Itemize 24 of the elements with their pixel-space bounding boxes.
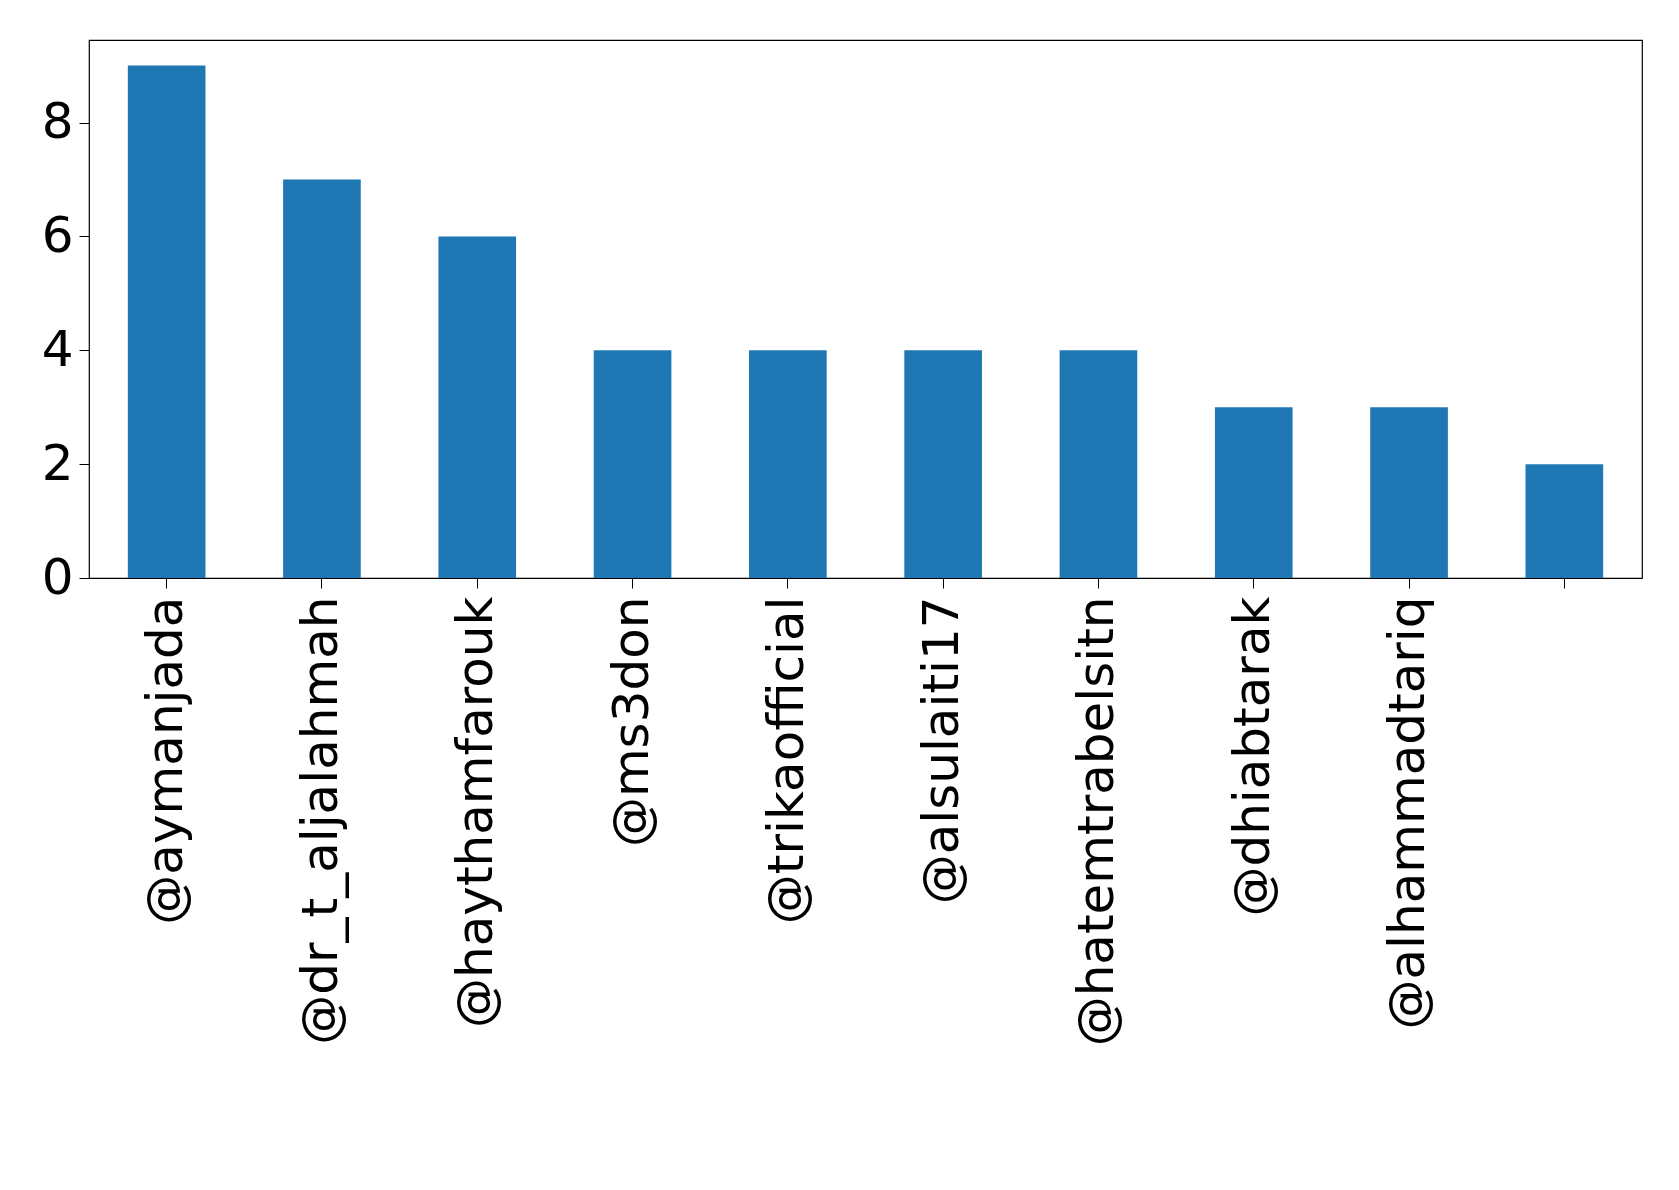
bar [438,236,517,578]
x-tick-label: @ms3don [601,596,660,848]
y-tick-label: 2 [41,433,74,492]
bar [283,179,361,578]
x-tick-label: @alhammadtariq [1378,596,1437,1030]
x-tick-label: @trikaofficial [756,596,815,925]
bar [593,350,672,578]
x-tick-label: @haythamfarouk [446,596,505,1028]
bar [1059,350,1138,578]
y-tick-label: 8 [41,92,74,151]
x-tick-label: @dr_t_aljalahmah [290,596,349,1045]
bar [1370,407,1448,578]
bar [1214,407,1293,578]
x-tick-label: @alsulaiti17 [912,596,971,905]
y-tick-label: 6 [41,205,74,264]
bar [749,350,827,578]
x-tick-label: @dhiabtarak [1222,596,1281,917]
x-tick-label: @hatemtrabelsitn [1067,596,1126,1047]
y-tick-label: 4 [41,319,74,378]
bar [1525,464,1604,578]
bar [904,350,982,578]
y-tick-label: 0 [41,547,74,606]
bar [127,65,206,578]
x-tick-label: @aymanjada [135,596,194,925]
